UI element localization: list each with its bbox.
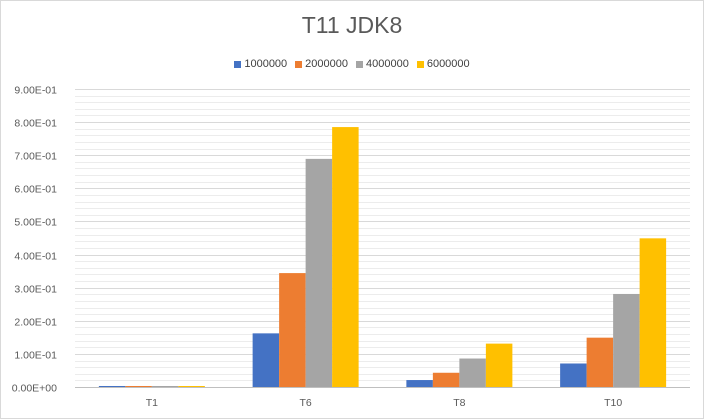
x-tick-label: T10 [604, 397, 622, 409]
x-tick-label: T1 [146, 397, 158, 409]
bar-T10-1000000 [560, 363, 587, 387]
y-tick-label: 9.00E-01 [14, 85, 57, 97]
bar-T8-6000000 [485, 343, 513, 387]
legend-item: 4000000 [356, 58, 409, 70]
legend-label: 1000000 [244, 58, 288, 70]
y-tick-label: 4.00E-01 [14, 251, 57, 263]
bar-T1-6000000 [178, 386, 205, 387]
y-tick-label: 1.00E-01 [14, 350, 57, 362]
legend-swatch [295, 60, 303, 68]
y-tick-label: 6.00E-01 [14, 184, 57, 196]
chart-legend: 1000000 2000000 4000000 6000000 [0, 57, 704, 71]
bar-T6-4000000 [305, 158, 333, 387]
y-tick-label: 5.00E-01 [14, 217, 57, 229]
y-tick-label: 2.00E-01 [14, 317, 57, 329]
y-tick-label: 3.00E-01 [14, 284, 57, 296]
bar-T1-2000000 [125, 386, 152, 387]
bar-T10-2000000 [586, 337, 614, 387]
bar-T6-2000000 [279, 273, 306, 387]
legend-item: 2000000 [295, 58, 348, 70]
bar-T6-1000000 [252, 333, 280, 387]
legend-label: 2000000 [305, 58, 348, 70]
legend-label: 4000000 [366, 58, 409, 70]
legend-swatch [234, 60, 242, 68]
legend-swatch [416, 60, 424, 68]
bar-T10-4000000 [613, 293, 640, 387]
chart-title: T11 JDK8 [301, 12, 403, 38]
bar-T8-2000000 [432, 372, 460, 387]
legend-item: 1000000 [234, 58, 287, 70]
legend-swatch [356, 60, 363, 68]
y-tick-label: 8.00E-01 [14, 118, 57, 130]
bar-T10-6000000 [639, 238, 667, 387]
x-tick-label: T6 [299, 397, 311, 409]
bar-T8-1000000 [406, 380, 433, 387]
legend-label: 6000000 [426, 58, 470, 70]
bar-T8-4000000 [459, 358, 486, 387]
y-tick-label: 0.00E+00 [12, 383, 57, 395]
y-tick-label: 7.00E-01 [14, 151, 57, 163]
legend-item: 6000000 [416, 58, 470, 70]
bar-T1-1000000 [98, 386, 126, 387]
x-tick-label: T8 [453, 397, 465, 409]
bar-T1-4000000 [151, 386, 179, 387]
bar-T6-6000000 [332, 127, 359, 388]
